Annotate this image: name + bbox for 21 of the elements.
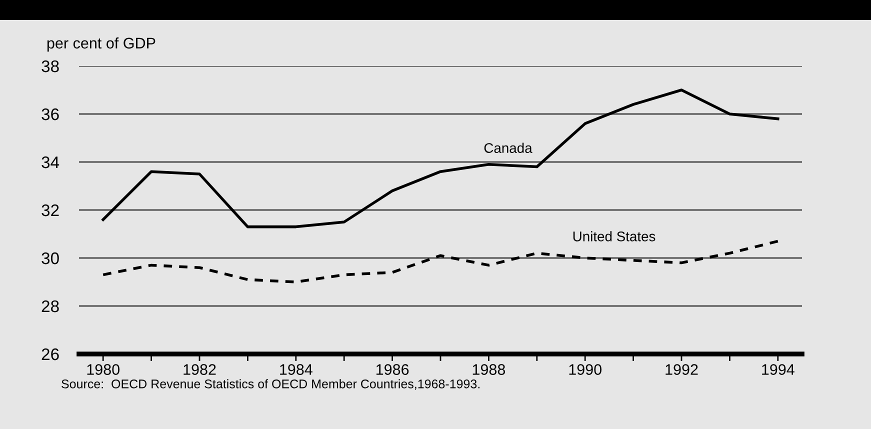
- y-tick-label: 28: [42, 300, 59, 312]
- y-tick-label: 26: [42, 348, 59, 360]
- x-tick-label: 1980: [87, 364, 120, 375]
- x-tick-label: 1988: [472, 364, 506, 375]
- x-tick-label: 1984: [280, 364, 312, 375]
- x-tick-label: 1992: [666, 364, 698, 375]
- series-label: United States: [573, 231, 656, 242]
- x-tick-label: 1994: [762, 364, 794, 375]
- y-tick-label: 36: [42, 108, 59, 120]
- series-label: Canada: [484, 142, 532, 153]
- y-tick-label: 34: [42, 156, 60, 168]
- source-note: Source: OECD Revenue Statistics of OECD Member Countries,1968-1993.: [62, 379, 480, 390]
- y-axis-title: per cent of GDP: [47, 37, 156, 52]
- x-tick-label: 1990: [569, 364, 602, 375]
- y-tick-label: 30: [42, 252, 59, 264]
- y-tick-label: 32: [42, 204, 59, 216]
- line-series: [102, 88, 780, 228]
- x-tick-label: 1982: [184, 364, 216, 375]
- y-tick-label: 38: [42, 60, 59, 72]
- line-series: [102, 240, 780, 284]
- x-tick-label: 1986: [376, 364, 409, 375]
